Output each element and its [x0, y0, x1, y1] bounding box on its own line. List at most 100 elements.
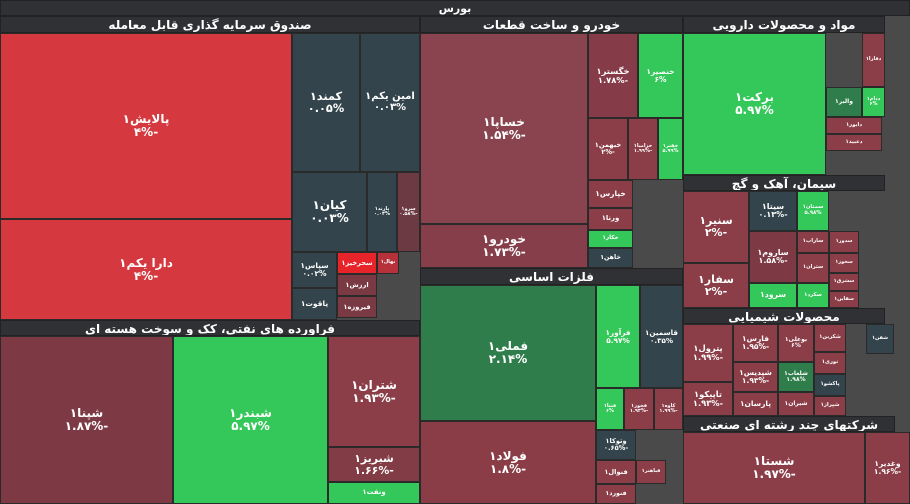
stock-tile: خساپا۱ -۱.۵۴% [420, 33, 588, 224]
stock-tile: سدور۱ [829, 231, 859, 253]
stock-tile: سنیر۱ -۲% [683, 191, 749, 263]
stock-tile: کیان۱ ۰.۰۳% [292, 172, 367, 252]
stock-tile: پارسان۱ [733, 392, 778, 416]
stock-tile: نهال۱ [377, 252, 399, 274]
stock-name: پاکشو۱ [820, 381, 840, 388]
stock-tile: والبر۱ [826, 87, 862, 117]
stock-change: -۱.۶۶% [354, 463, 394, 477]
stock-change: ۰.۰۵% [307, 100, 345, 115]
stock-name: فولاد۱ [489, 448, 527, 463]
stock-name: برکت۱ [735, 90, 774, 105]
stock-name: ونفت۱ [362, 488, 386, 497]
stock-name: بوعلی۱ [784, 335, 808, 343]
stock-name: سشرق۱ [833, 278, 855, 285]
stock-change: -۰.۱۳% [758, 210, 788, 219]
stock-tile: تاپیکو۱ -۱.۹۳% [683, 382, 733, 416]
stock-name: خبهمن۱ [594, 141, 622, 149]
stock-name: فملی۱ [487, 339, 529, 354]
stock-tile: فولاد۱ -۱.۸% [420, 421, 596, 504]
stock-tile: شپدیس۱ -۱.۹۳% [733, 362, 778, 392]
stock-change: -۱.۹۳% [352, 390, 396, 405]
stock-name: شپدیس۱ [739, 368, 772, 378]
stock-change: ۰.۰۳% [310, 211, 349, 225]
stock-change: ۰.۰۲% [302, 269, 327, 278]
stock-tile: ورنا۱ [588, 208, 633, 230]
stock-name: خاهن۱ [600, 253, 621, 261]
stock-name: قاسمین۱ [645, 327, 678, 337]
stock-name: سنیر۱ [699, 214, 733, 228]
stock-tile: نوری۱ [814, 352, 846, 374]
stock-tile: ونفت۱ [328, 482, 420, 504]
stock-name: ارزش۱ [345, 280, 369, 289]
stock-change: -۱.۹۶% [873, 467, 902, 476]
stock-tile: پالایش۱ -۴% [0, 33, 292, 219]
stock-name: خفنر۱ [662, 142, 679, 149]
stock-change: ۵.۹۷% [735, 103, 774, 117]
stock-tile: کمند۱ ۰.۰۵% [292, 33, 360, 172]
stock-tile: دابور۱ [826, 117, 882, 134]
stock-tile: شتران۱ -۱.۹۳% [328, 336, 420, 447]
stock-name: شتران۱ [351, 377, 397, 392]
stock-name: سپاس۱ [300, 261, 329, 271]
stock-name: کیان۱ [312, 198, 347, 213]
stock-tile: پترول۱ -۱.۹۹% [683, 324, 733, 382]
stock-name: شفن۱ [871, 335, 889, 342]
stock-name: وغدیر۱ [874, 459, 901, 469]
stock-tile: فنورد۱ [596, 484, 636, 504]
stock-tile: پاکشو۱ [814, 374, 846, 396]
stock-tile: فباهنر۱ [636, 460, 666, 484]
stock-name: فخوز۱ [631, 402, 647, 409]
stock-name: پالایش۱ [122, 112, 170, 127]
stock-change: ۱.۹۸% [786, 376, 806, 383]
stock-name: فباهنر۱ [641, 468, 661, 475]
sector-title: محصولات شیمیایی [683, 308, 885, 324]
stock-tile: ددام۱ ۶% [862, 87, 885, 117]
market-title: بورس [0, 0, 910, 16]
sector-title: فراورده های نفتی، کک و سوخت هسته ای [0, 320, 420, 336]
stock-name: وتوکا۱ [605, 437, 627, 445]
stock-name: فنورد۱ [605, 489, 627, 497]
stock-name: سیتا۱ [761, 201, 785, 211]
stock-change: -۰.۶۵% [603, 444, 629, 452]
stock-name: پارسان۱ [739, 399, 772, 409]
stock-tile: پارند۱ ۰.۰۴% [367, 172, 397, 252]
stock-name: سفار۱ [698, 272, 734, 286]
stock-name: تاپیکو۱ [694, 389, 722, 400]
sector-title: شرکتهای چند رشته ای صنعتی [683, 416, 895, 432]
stock-name: ددام۱ [866, 95, 881, 102]
stock-name: شبندر۱ [229, 406, 272, 421]
stock-tile: دعبید۱ [826, 134, 882, 151]
stock-name: سرو۱ [401, 205, 416, 212]
stock-change: -۲% [704, 226, 728, 239]
stock-name: خساپا۱ [483, 114, 525, 129]
stock-tile: وغدیر۱ -۱.۹۶% [865, 432, 910, 504]
stock-name: نهال۱ [380, 259, 396, 266]
stock-tile: سخوز۱ [829, 253, 859, 273]
stock-name: پارند۱ [374, 205, 390, 212]
stock-tile: خگستر۱ -۱.۷۸% [588, 33, 638, 118]
stock-change: -۱.۵۴% [482, 127, 526, 142]
stock-tile: سمتان۱ ۵.۹۸% [797, 191, 829, 231]
stock-change: ۰.۰۴% [373, 211, 391, 217]
stock-change: -۰.۵۸% [399, 211, 418, 217]
stock-tile: شلعاب۱ ۱.۹۸% [778, 362, 814, 392]
stock-name: شستا۱ [753, 454, 795, 469]
stock-name: ستران۱ [802, 264, 824, 271]
stock-tile: ساراب۱ [797, 231, 829, 253]
stock-tile: شستا۱ -۱.۹۷% [683, 432, 865, 504]
stock-change: ۰.۳۵% [650, 335, 673, 345]
stock-name: فنوال۱ [604, 467, 628, 476]
stock-name: پترول۱ [693, 343, 723, 354]
stock-name: شبریز۱ [354, 452, 394, 466]
stock-name: شکربن۱ [819, 334, 841, 341]
stock-name: ساراب۱ [802, 238, 824, 245]
stock-tile: خاهن۱ [588, 248, 633, 268]
stock-tile: فارس۱ -۱.۹۵% [733, 324, 778, 362]
stock-change: -۱.۵۸% [758, 256, 788, 265]
stock-name: خودرو۱ [481, 232, 527, 247]
stock-name: دعبید۱ [845, 138, 863, 145]
stock-name: دابور۱ [845, 121, 863, 128]
stock-name: خگستر۱ [596, 65, 630, 76]
stock-change: ۶% [869, 101, 878, 107]
stock-change: ۶% [791, 342, 801, 349]
